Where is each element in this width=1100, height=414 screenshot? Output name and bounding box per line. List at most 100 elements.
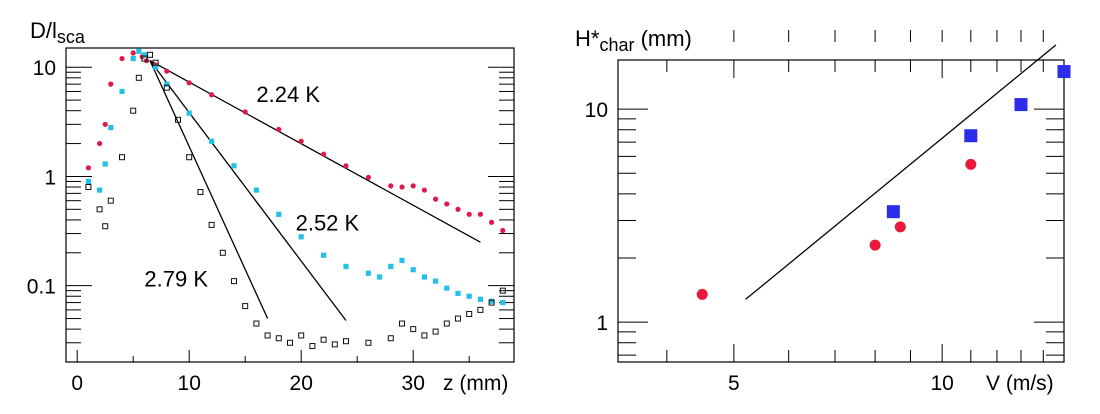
y-tick-label: 10 [585,99,608,122]
fit-line [149,60,347,321]
data-point [298,234,304,240]
right-axis-ticks [618,30,1064,362]
data-point [136,48,142,54]
data-point [410,326,417,333]
data-point [466,293,472,299]
data-point [97,140,103,147]
data-point [186,80,192,86]
data-point [443,320,450,327]
data-point [186,154,193,161]
data-point [477,296,483,302]
left-axis-ticks [66,66,514,363]
left-fit-lines [149,60,481,321]
data-point [477,306,484,313]
left-tick-labels: 0 10 20 30 0.1 1 10 [27,57,425,395]
data-point [97,187,103,193]
data-point [85,184,92,191]
data-point [153,64,159,70]
data-point [130,50,136,56]
data-point [466,211,472,217]
data-point [275,335,282,342]
data-point [253,187,259,193]
data-point [489,219,495,225]
left-y-axis-label: D/lsca [30,18,86,47]
data-point [152,59,159,66]
data-point [108,81,114,87]
data-point [421,274,427,280]
data-point [253,320,260,327]
right-plot-frame [617,59,1065,363]
data-point [298,332,305,339]
left-plot-frame [65,47,515,363]
data-point [466,311,473,318]
data-point [135,74,142,81]
y-tick-label: 10 [33,57,56,80]
y-tick-label: 1 [44,166,56,189]
data-point [421,187,427,193]
data-point [107,197,114,204]
data-point-square [886,205,900,219]
data-point [399,184,405,190]
series-annotation: 2.79 K [144,267,208,292]
data-point [410,183,416,189]
data-point [432,328,439,335]
data-point [321,252,327,258]
data-point [388,183,394,189]
data-point [85,178,91,185]
right-y-axis-label: H*char (mm) [575,26,692,55]
data-point [96,206,103,213]
data-point [455,315,461,322]
data-point [276,211,282,217]
data-point [331,341,338,348]
data-point [433,196,439,202]
data-point [242,109,248,115]
data-point [287,339,293,346]
data-point-circle [965,158,977,170]
data-point [141,52,147,58]
right-x-axis-label: V (m/s) [986,372,1054,395]
data-point [130,55,136,62]
data-point-circle [894,221,906,233]
data-point [164,81,170,87]
data-point [231,278,237,285]
data-point [455,206,461,212]
series-annotation: 2.24 K [256,82,320,107]
data-point [108,125,114,131]
data-point [209,138,215,144]
data-point [421,332,428,339]
data-point [377,274,383,280]
data-point [309,343,316,350]
data-point [119,154,125,161]
data-point-square [1057,65,1071,79]
data-point [365,270,371,276]
data-point [219,249,226,256]
data-point [433,278,439,284]
data-point [321,151,327,157]
x-tick-label: 20 [290,372,313,395]
fit-line [745,44,1057,300]
data-point [387,335,394,342]
left-x-axis-label: z (mm) [443,372,508,395]
data-point [141,55,148,62]
right-tick-labels: 5 10 1 10 [585,99,954,395]
data-point [147,51,153,58]
x-tick-label: 5 [728,372,740,395]
data-point [197,189,204,196]
data-point [298,138,304,144]
x-tick-label: 30 [402,372,425,395]
right-data-points [696,65,1071,300]
fit-line [149,60,481,243]
data-point [410,267,416,273]
data-point [102,223,109,230]
data-point [500,299,506,306]
data-point [102,161,108,167]
x-tick-label: 0 [71,372,83,395]
data-point [444,285,450,291]
right-panel: 5 10 1 10 H*char (mm) V (m/s) [575,26,1071,395]
data-point [477,211,483,217]
data-point [208,221,215,228]
data-point [388,263,394,270]
data-point [164,68,170,74]
